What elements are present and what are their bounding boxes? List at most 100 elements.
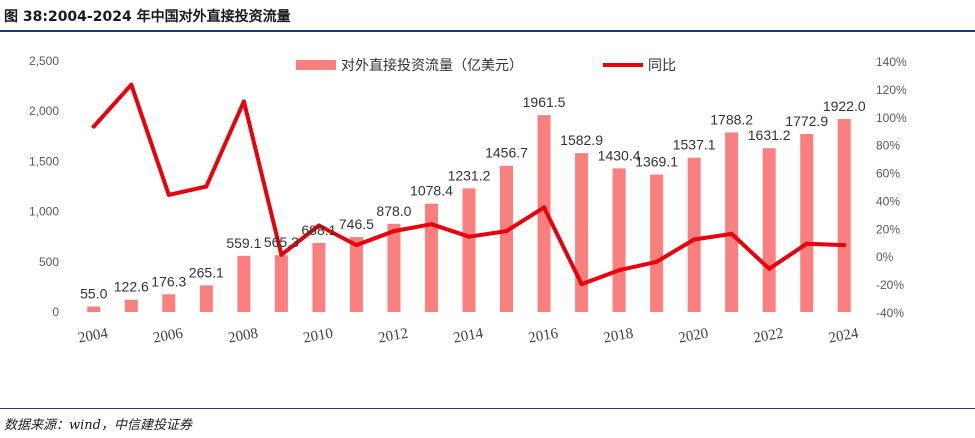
left-tick-label: 1,000 xyxy=(29,205,59,219)
yoy-point-2022 xyxy=(767,266,772,271)
line-group xyxy=(91,82,847,287)
bar-label-2017: 1582.9 xyxy=(560,132,603,148)
figure-title: 图 38:2004-2024 年中国对外直接投资流量 xyxy=(4,9,291,25)
bar-2021 xyxy=(725,132,739,312)
bar-2016 xyxy=(537,115,551,312)
bar-2017 xyxy=(575,153,589,312)
right-tick-label: 0% xyxy=(876,250,894,264)
yoy-point-2010 xyxy=(316,223,321,228)
bar-2007 xyxy=(199,285,213,312)
left-axis-ticks: 0 500 1,000 1,500 2,000 2,500 xyxy=(29,54,59,319)
yoy-point-2007 xyxy=(204,184,209,189)
yoy-point-2018 xyxy=(617,268,622,273)
yoy-point-2011 xyxy=(354,243,359,248)
yoy-point-2021 xyxy=(729,231,734,236)
right-tick-label: 40% xyxy=(876,194,900,208)
bar-label-2008: 559.1 xyxy=(226,235,261,251)
bar-label-2015: 1456.7 xyxy=(485,145,528,161)
legend-bar-label: 对外直接投资流量（亿美元） xyxy=(341,57,523,74)
bars-group xyxy=(87,115,851,313)
bar-label-2014: 1231.2 xyxy=(448,167,491,183)
bar-2012 xyxy=(387,223,401,312)
yoy-point-2006 xyxy=(166,192,171,197)
bar-2023 xyxy=(800,134,814,312)
legend: 对外直接投资流量（亿美元） 同比 xyxy=(296,57,676,74)
right-tick-label: 60% xyxy=(876,167,900,181)
yoy-point-2024 xyxy=(842,243,847,248)
x-axis-ticks: 2004 2006 2008 2010 2012 2014 2016 2018 2020 2022… xyxy=(77,325,860,346)
right-tick-label: -20% xyxy=(876,278,904,292)
yoy-point-2016 xyxy=(542,205,547,210)
x-tick-label-2020: 2020 xyxy=(677,326,709,347)
bar-label-2018: 1430.4 xyxy=(598,147,641,163)
bar-label-2010: 688.1 xyxy=(301,222,336,238)
bar-2015 xyxy=(500,165,514,312)
yoy-point-2009 xyxy=(279,252,284,257)
x-tick-label-2024: 2024 xyxy=(827,325,860,346)
yoy-point-2004 xyxy=(91,124,96,129)
right-tick-label: 120% xyxy=(876,83,907,97)
bar-label-2016: 1961.5 xyxy=(523,94,566,110)
yoy-point-2023 xyxy=(804,241,809,246)
right-tick-label: 100% xyxy=(876,111,907,125)
right-axis-ticks: -40% -20% 0% 20% 40% 60% 80% 100% 120% 140% xyxy=(876,55,907,320)
x-tick-label-2012: 2012 xyxy=(377,326,409,347)
bar-label-2004: 55.0 xyxy=(80,285,107,301)
x-tick-label-2018: 2018 xyxy=(602,326,634,347)
bar-label-2006: 176.3 xyxy=(151,273,186,289)
bar-2006 xyxy=(162,294,176,312)
bar-label-2005: 122.6 xyxy=(114,279,149,295)
bar-2004 xyxy=(87,306,101,312)
bar-2022 xyxy=(762,148,776,312)
bar-label-2012: 878.0 xyxy=(376,203,411,219)
bar-2009 xyxy=(274,255,288,312)
bar-label-2022: 1631.2 xyxy=(748,127,791,143)
left-tick-label: 500 xyxy=(39,255,59,269)
x-tick-label-2016: 2016 xyxy=(527,325,560,346)
yoy-point-2008 xyxy=(241,99,246,104)
bar-label-2020: 1537.1 xyxy=(673,137,716,153)
bar-label-2007: 265.1 xyxy=(189,264,224,280)
x-tick-label-2010: 2010 xyxy=(302,326,334,347)
footer-rule xyxy=(0,408,975,409)
bar-label-2023: 1772.9 xyxy=(785,113,828,129)
legend-line-label: 同比 xyxy=(648,58,676,74)
bar-label-2013: 1078.4 xyxy=(410,183,453,199)
yoy-point-2020 xyxy=(692,237,697,242)
right-tick-label: 20% xyxy=(876,222,900,236)
bar-label-2021: 1788.2 xyxy=(710,111,753,127)
left-tick-label: 2,000 xyxy=(29,104,59,118)
bar-2014 xyxy=(462,188,476,312)
right-tick-label: -40% xyxy=(876,306,904,320)
right-tick-label: 140% xyxy=(876,55,907,69)
bar-label-2024: 1922.0 xyxy=(823,98,866,114)
bar-2011 xyxy=(349,237,363,312)
bar-2019 xyxy=(650,174,664,312)
left-tick-label: 1,500 xyxy=(29,154,59,168)
yoy-point-2005 xyxy=(129,82,134,87)
bar-label-2011: 746.5 xyxy=(339,216,374,232)
source-note: 数据来源：wind，中信建投证券 xyxy=(4,418,192,433)
bar-2008 xyxy=(237,255,251,312)
yoy-point-2019 xyxy=(654,259,659,264)
yoy-point-2014 xyxy=(467,234,471,239)
bar-label-2009: 565.3 xyxy=(264,234,299,250)
x-tick-label-2014: 2014 xyxy=(452,325,485,346)
x-tick-label-2004: 2004 xyxy=(77,325,110,346)
yoy-point-2017 xyxy=(579,282,584,287)
left-tick-label: 2,500 xyxy=(29,54,59,68)
bar-2010 xyxy=(312,242,326,312)
legend-bar-swatch xyxy=(296,60,336,70)
bar-label-2019: 1369.1 xyxy=(635,154,678,170)
bar-2020 xyxy=(687,157,701,312)
bar-2018 xyxy=(612,168,626,312)
yoy-point-2012 xyxy=(391,229,396,234)
bar-2013 xyxy=(424,203,438,312)
x-tick-label-2022: 2022 xyxy=(752,326,784,347)
left-tick-label: 0 xyxy=(52,305,59,319)
right-tick-label: 80% xyxy=(876,139,900,153)
title-rule xyxy=(0,30,975,32)
yoy-point-2015 xyxy=(504,229,509,234)
